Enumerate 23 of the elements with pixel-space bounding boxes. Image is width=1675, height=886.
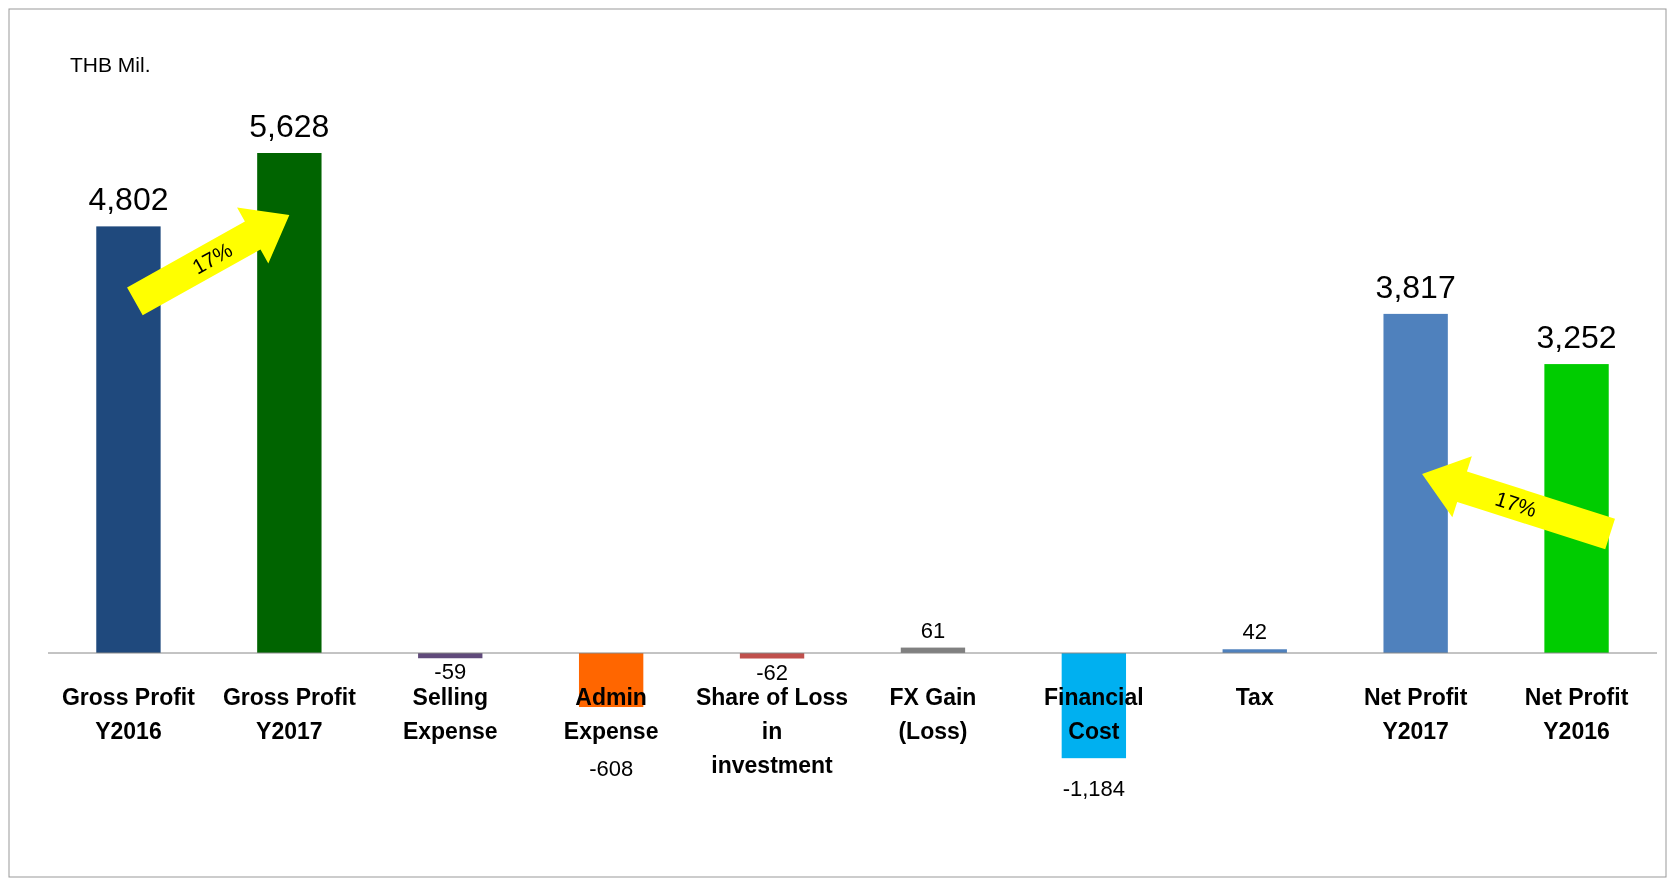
x-tick-label: Net Profit Y2017 [1363,684,1468,744]
bar [739,653,805,659]
data-label: -608 [589,756,634,781]
data-label: 3,252 [1536,319,1617,356]
data-label: -1,184 [1062,776,1126,802]
data-label: 5,628 [249,108,330,144]
data-label: 3,817 [1375,268,1456,305]
data-label: 4,802 [88,181,169,218]
x-tick-label: Tax [1235,684,1274,710]
data-label: -59 [434,659,467,685]
x-tick-label: FX Gain (Loss) [889,684,977,744]
data-label: -62 [756,659,788,685]
bar [1383,313,1448,653]
x-tick-label: Net Profit Y2016 [1524,684,1629,744]
x-tick-label: Gross Profit Y2016 [61,684,196,744]
data-label: 61 [920,617,946,643]
x-tick-label: Selling Expense [402,684,498,744]
annotation: 17% [1492,486,1540,522]
data-label: 42 [1242,619,1267,645]
y-axis-title: THB Mil. [70,53,151,76]
x-tick-label: Share of Loss in investment [696,684,849,778]
x-tick-label: Gross Profit Y2017 [222,684,357,744]
annotation: 17% [188,237,237,279]
